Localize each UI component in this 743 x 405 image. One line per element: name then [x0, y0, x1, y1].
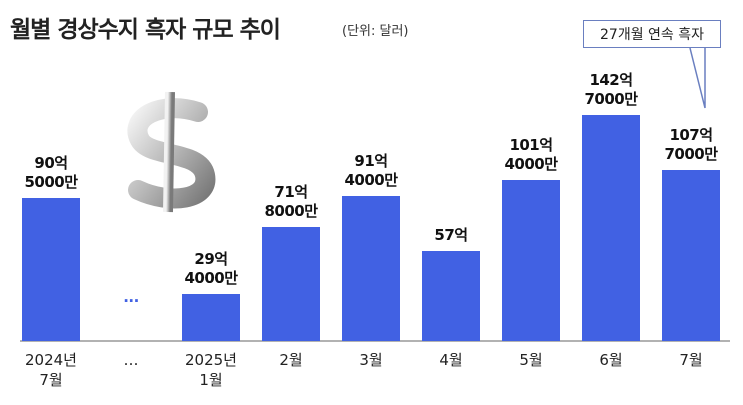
value-label: 101억 4000만	[504, 136, 558, 174]
x-tick-label: 2024년 7월	[25, 351, 77, 389]
value-label: 57억	[434, 225, 468, 244]
x-tick-label: 6월	[599, 351, 623, 369]
bar	[182, 294, 240, 341]
x-tick-label: 3월	[359, 351, 383, 369]
x-tick-label: 4월	[439, 351, 463, 369]
bar	[22, 197, 80, 341]
x-tick-label: 2월	[279, 351, 303, 369]
value-label: 29억 4000만	[184, 250, 238, 288]
bar	[342, 196, 400, 341]
bar	[582, 115, 640, 341]
x-tick-label: …	[123, 351, 139, 369]
dollar-icon	[127, 91, 216, 213]
callout-pointer	[689, 47, 706, 109]
bar	[502, 180, 560, 341]
value-label: 142억 7000만	[584, 71, 638, 108]
chart-title: 월별 경상수지 흑자 규모 추이	[10, 17, 281, 43]
x-tick-label: 2025년 1월	[185, 351, 237, 389]
value-label: 91억 4000만	[344, 152, 398, 190]
bar	[262, 227, 320, 341]
chart-subtitle: (단위: 달러)	[342, 24, 409, 39]
value-label: ···	[123, 292, 139, 310]
annotation: 27개월 연속 흑자	[583, 20, 721, 48]
x-tick-label: 5월	[519, 351, 543, 369]
bar	[662, 170, 720, 341]
value-label: 107억 7000만	[664, 126, 718, 164]
x-tick-label: 7월	[679, 351, 703, 369]
bar	[422, 250, 480, 341]
value-label: 71억 8000만	[264, 183, 318, 221]
value-label: 90억 5000만	[24, 153, 78, 191]
